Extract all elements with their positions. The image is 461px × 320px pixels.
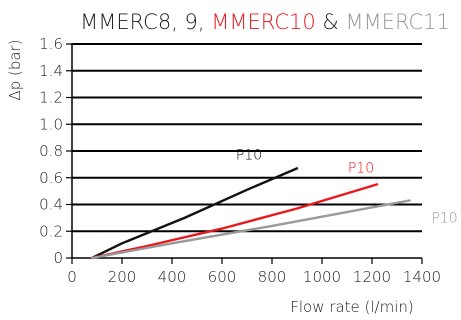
title-part-2: MMERC10 (211, 10, 315, 34)
y-tick-label-5: 1.0 (39, 115, 63, 133)
x-tick-label-4: 800 (258, 268, 287, 286)
title-part-1: MMERC8, 9, (80, 10, 211, 34)
x-tick-label-1: 200 (108, 268, 137, 286)
y-axis-label: Δp (bar) (6, 39, 24, 100)
series-line-0 (90, 167, 299, 260)
series-label-1: P10 (348, 160, 374, 176)
ticks: 0 0.2 0.4 0.6 0.8 1.0 1.2 1.4 1.6 0 200 400 600 800 10… (39, 35, 441, 286)
series-label-2: P10 (431, 210, 457, 226)
series-line-2 (90, 199, 411, 260)
y-tick-label-2: 0.4 (39, 196, 63, 214)
x-tick-label-7: 1400 (403, 268, 441, 286)
x-tick-label-3: 600 (208, 268, 237, 286)
y-tick-label-3: 0.6 (39, 169, 63, 187)
y-tick-label-4: 0.8 (39, 142, 63, 160)
series-group: P10 P10 P10 (90, 147, 458, 260)
grid (72, 43, 422, 233)
y-tick-label-1: 0.2 (39, 222, 63, 240)
title-part-4: MMERC11 (345, 10, 449, 34)
x-axis-label: Flow rate (l/min) (290, 298, 413, 316)
y-tick-label-8: 1.6 (39, 35, 63, 53)
title-part-3: & (316, 10, 346, 34)
y-tick-label-0: 0 (53, 249, 63, 267)
x-tick-label-6: 1200 (353, 268, 391, 286)
x-tick-label-2: 400 (158, 268, 187, 286)
y-tick-label-6: 1.2 (39, 89, 63, 107)
series-label-0: P10 (236, 147, 262, 163)
x-tick-label-5: 1000 (303, 268, 341, 286)
series-line-1 (90, 183, 379, 260)
y-tick-label-7: 1.4 (39, 62, 63, 80)
x-tick-label-0: 0 (67, 268, 77, 286)
chart-title: MMERC8, 9, MMERC10 & MMERC11 (80, 10, 450, 34)
